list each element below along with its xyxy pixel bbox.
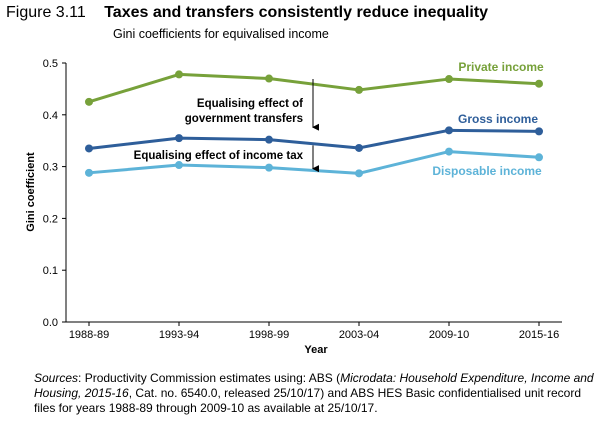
y-tick-label: 0.3	[43, 162, 58, 174]
data-point-gross-income	[175, 134, 183, 143]
source-text-1: : Productivity Commission estimates usin…	[78, 371, 341, 385]
data-point-gross-income	[85, 144, 93, 153]
annotation-transfers-line-2: government transfers	[185, 113, 303, 125]
data-point-private-income	[445, 75, 453, 84]
line-chart: 0.0 0.1 0.2 0.3 0.4 0.5 1988-89 1993-94 1998-99 2…	[25, 58, 562, 356]
annotation-transfers-line-1: Equalising effect of	[197, 98, 303, 110]
x-tick-label: 2015-16	[519, 329, 559, 341]
data-point-gross-income	[535, 127, 543, 136]
data-point-disposable-income	[265, 163, 273, 172]
annotation-income-tax: Equalising effect of income tax	[134, 150, 304, 162]
y-axis-title: Gini coefficient	[25, 152, 37, 232]
source-note: Sources: Productivity Commission estimat…	[34, 371, 594, 416]
y-tick-label: 0.4	[43, 110, 58, 122]
data-point-private-income	[535, 79, 543, 88]
figure-heading: Figure 3.11 Taxes and transfers consiste…	[6, 4, 488, 22]
legend-label-disposable-income: Disposable income	[432, 164, 542, 178]
data-point-gross-income	[445, 126, 453, 135]
figure-number: Figure 3.11	[6, 4, 86, 21]
data-point-disposable-income	[535, 153, 543, 162]
data-point-private-income	[85, 97, 93, 106]
data-point-disposable-income	[85, 168, 93, 177]
series-line-private-income	[88, 72, 540, 104]
data-point-private-income	[265, 74, 273, 83]
y-tick-label: 0.1	[43, 265, 58, 277]
data-point-private-income	[175, 70, 183, 79]
data-point-disposable-income	[175, 161, 183, 170]
y-tick-label: 0.5	[43, 58, 58, 70]
data-point-gross-income	[265, 135, 273, 144]
source-text-2: , Cat. no. 6540.0, released 25/10/17) an…	[34, 386, 582, 415]
figure-subtitle: Gini coefficients for equivalised income	[113, 27, 329, 41]
data-point-gross-income	[355, 143, 363, 152]
x-tick-label: 1998-99	[249, 329, 289, 341]
legend-label-gross-income: Gross income	[458, 112, 538, 126]
x-tick-label: 1993-94	[159, 329, 199, 341]
figure-title: Taxes and transfers consistently reduce …	[104, 4, 489, 21]
source-label: Sources	[34, 371, 79, 385]
x-tick-label: 2009-10	[429, 329, 469, 341]
series-line-gross-income	[88, 128, 540, 150]
source-publication: Microdata: Household Expenditure, Income…	[34, 371, 594, 400]
legend-label-private-income: Private income	[458, 60, 544, 74]
data-point-disposable-income	[445, 147, 453, 156]
data-point-private-income	[355, 85, 363, 94]
y-tick-label: 0.0	[43, 317, 58, 329]
data-point-disposable-income	[355, 169, 363, 178]
y-tick-label: 0.2	[43, 213, 58, 225]
x-axis-title: Year	[304, 344, 328, 356]
x-tick-label: 1988-89	[69, 329, 109, 341]
x-tick-label: 2003-04	[339, 329, 379, 341]
